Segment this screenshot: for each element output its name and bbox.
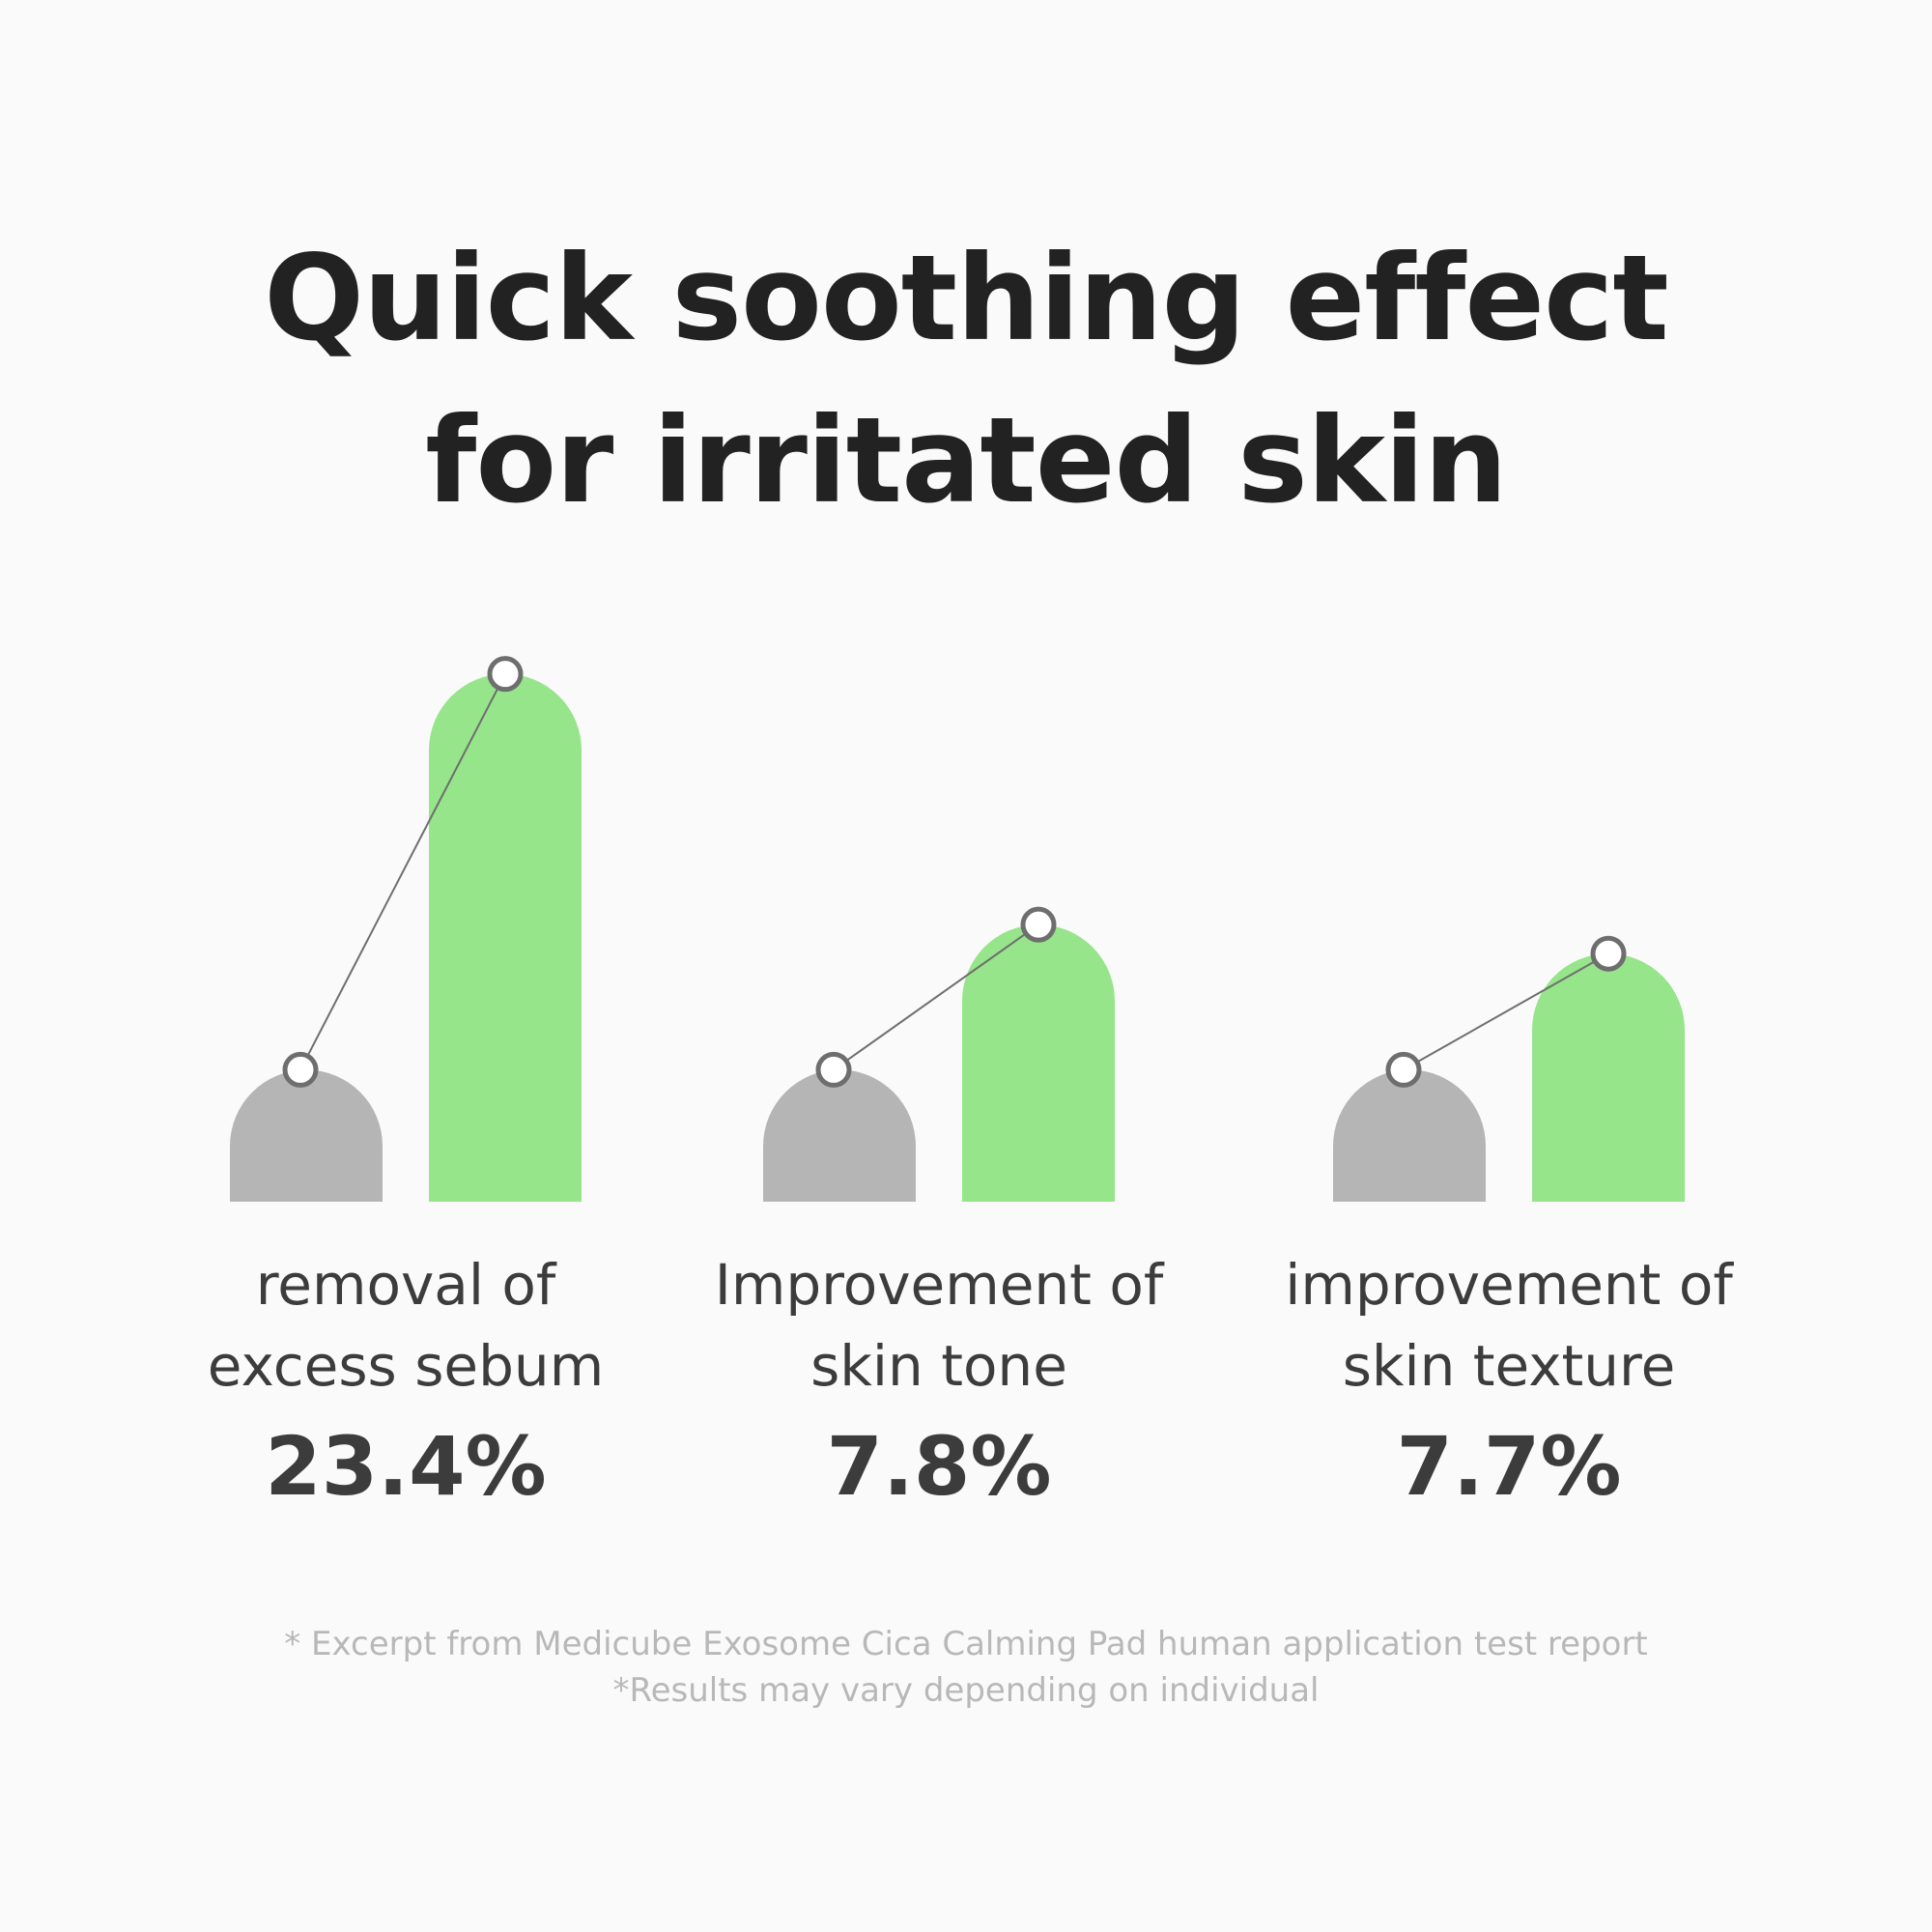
- before-marker-sebum: [282, 1051, 319, 1088]
- metric-skin-tone: Improvement of skin tone 7.8%: [649, 1244, 1229, 1515]
- footnote-line-2: *Results may vary depending on individua…: [612, 1671, 1320, 1710]
- after-marker-skin-texture: [1590, 935, 1627, 972]
- title-line-1: Quick soothing effect: [264, 230, 1668, 367]
- metric-label-line-2: skin tone: [810, 1333, 1067, 1399]
- metric-label-line-1: Improvement of: [714, 1252, 1164, 1318]
- after-marker-skin-tone: [1020, 906, 1057, 943]
- metric-value: 23.4%: [265, 1419, 547, 1514]
- metric-label: Improvement of skin tone: [649, 1244, 1229, 1406]
- footnote-line-1: * Excerpt from Medicube Exosome Cica Cal…: [284, 1625, 1648, 1663]
- metric-sebum: removal of excess sebum 23.4%: [116, 1244, 696, 1515]
- after-bar-skin-texture: [1532, 953, 1685, 1202]
- before-bar-skin-texture: [1333, 1069, 1486, 1202]
- after-bar-sebum: [429, 673, 582, 1202]
- footnote: * Excerpt from Medicube Exosome Cica Cal…: [0, 1621, 1932, 1714]
- metric-label-line-1: removal of: [255, 1252, 556, 1318]
- trend-line-skin-tone: [833, 923, 1039, 1071]
- metric-label: improvement of skin texture: [1219, 1244, 1799, 1406]
- trend-line-skin-texture: [1403, 952, 1609, 1071]
- metric-label-line-2: excess sebum: [207, 1333, 605, 1399]
- bar-group-skin-tone: [763, 906, 1115, 1202]
- trend-line-sebum: [299, 673, 506, 1070]
- metric-label-line-1: improvement of: [1285, 1252, 1733, 1318]
- before-bar-skin-tone: [763, 1069, 916, 1202]
- before-bar-sebum: [230, 1069, 383, 1202]
- metric-value: 7.7%: [1396, 1419, 1622, 1514]
- page-title: Quick soothing effect for irritated skin: [0, 217, 1932, 542]
- metric-label-line-2: skin texture: [1342, 1333, 1676, 1399]
- title-line-2: for irritated skin: [425, 392, 1507, 529]
- bar-group-sebum: [230, 656, 582, 1202]
- before-marker-skin-texture: [1385, 1051, 1422, 1088]
- after-bar-skin-tone: [962, 924, 1115, 1202]
- metric-label: removal of excess sebum: [116, 1244, 696, 1406]
- bar-group-skin-texture: [1333, 935, 1685, 1202]
- metric-value: 7.8%: [826, 1419, 1052, 1514]
- before-marker-skin-tone: [815, 1051, 852, 1088]
- after-marker-sebum: [487, 656, 524, 693]
- metric-skin-texture: improvement of skin texture 7.7%: [1219, 1244, 1799, 1515]
